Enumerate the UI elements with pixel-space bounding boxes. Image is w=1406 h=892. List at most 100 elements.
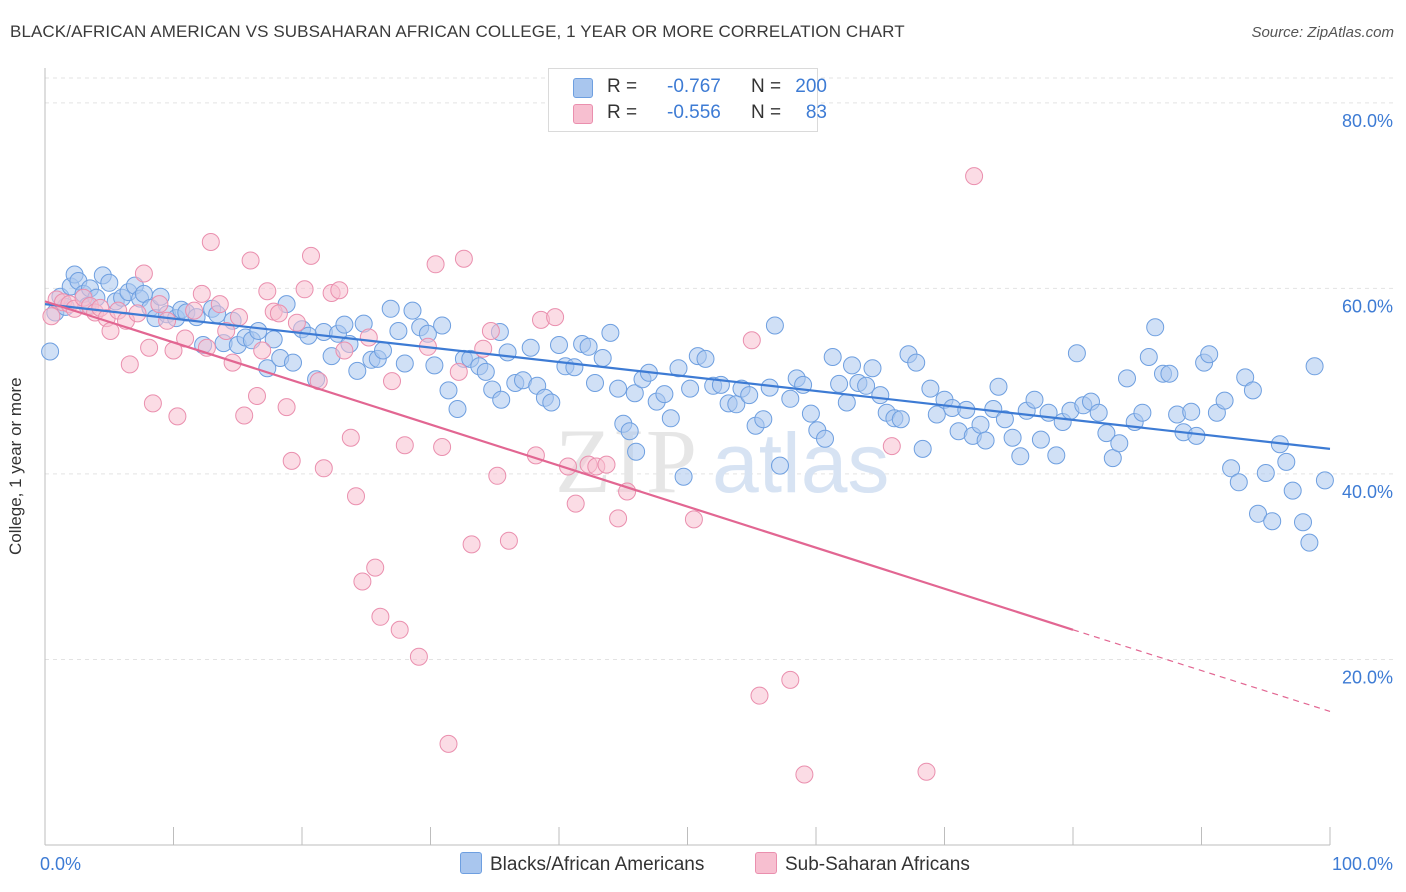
data-point xyxy=(625,384,644,403)
data-point xyxy=(481,322,500,340)
data-point xyxy=(1031,430,1050,449)
data-point xyxy=(403,301,422,320)
data-point xyxy=(347,487,365,506)
legend-n-label: N = xyxy=(751,102,782,123)
data-point xyxy=(995,410,1014,429)
data-point xyxy=(837,393,856,412)
data-point xyxy=(1139,348,1158,366)
data-point xyxy=(609,509,628,528)
data-point xyxy=(223,353,242,372)
data-point xyxy=(1283,481,1302,500)
data-point xyxy=(1229,473,1248,492)
legend-swatch-blacks xyxy=(573,78,593,98)
data-point xyxy=(781,670,800,689)
data-point xyxy=(550,336,568,354)
data-point xyxy=(696,349,715,368)
data-point xyxy=(1256,464,1275,482)
data-point xyxy=(609,379,628,398)
data-point xyxy=(927,405,946,424)
legend-r-value-subsaharan: -0.556 xyxy=(667,102,721,123)
data-point xyxy=(353,572,372,591)
data-point xyxy=(1222,459,1241,478)
data-point xyxy=(143,394,162,413)
data-point xyxy=(302,246,320,265)
data-point xyxy=(661,409,680,428)
data-point xyxy=(100,273,119,292)
data-point xyxy=(1047,446,1066,465)
data-point xyxy=(230,308,248,327)
data-point xyxy=(366,558,385,577)
data-point xyxy=(843,356,861,375)
bottom-legend-subsaharan: Sub-Saharan Africans xyxy=(755,852,970,876)
data-point xyxy=(389,322,408,340)
data-point xyxy=(597,455,616,474)
data-point xyxy=(816,429,834,448)
data-point xyxy=(284,353,302,372)
data-point xyxy=(374,341,392,360)
data-point xyxy=(1146,318,1165,337)
data-point xyxy=(409,647,428,666)
y-tick-label: 80.0% xyxy=(1342,111,1393,131)
data-point xyxy=(871,386,890,405)
data-point xyxy=(627,442,646,461)
data-point xyxy=(448,400,467,418)
data-point xyxy=(1294,513,1312,532)
data-point xyxy=(439,381,458,400)
data-point xyxy=(314,459,333,478)
data-point xyxy=(330,281,349,300)
data-point xyxy=(341,428,360,447)
data-point xyxy=(760,378,779,397)
data-point xyxy=(1067,344,1086,363)
y-tick-label: 40.0% xyxy=(1342,482,1393,502)
data-point xyxy=(823,348,842,366)
bottom-legend-label-subsaharan: Sub-Saharan Africans xyxy=(785,854,970,875)
data-point xyxy=(253,341,272,360)
y-tick-label: 60.0% xyxy=(1342,296,1393,316)
data-point xyxy=(395,436,414,455)
data-point xyxy=(201,233,220,251)
series-sub-saharan-africans xyxy=(42,167,984,784)
data-point xyxy=(921,379,940,398)
data-point xyxy=(335,341,354,360)
data-point xyxy=(965,167,984,186)
data-point xyxy=(120,355,139,374)
data-point xyxy=(492,390,511,409)
data-point xyxy=(1011,447,1030,466)
data-point xyxy=(1187,426,1206,445)
trendlines xyxy=(44,300,1331,712)
data-point xyxy=(1315,471,1334,490)
trend-line-extension xyxy=(1072,629,1331,712)
data-point xyxy=(1089,403,1108,422)
gridlines xyxy=(45,77,1395,660)
data-point xyxy=(863,359,882,378)
data-point xyxy=(593,349,612,367)
trend-line xyxy=(44,303,1331,450)
data-point xyxy=(681,379,700,398)
data-point xyxy=(891,410,910,429)
data-point xyxy=(134,264,153,283)
y-tick-label: 20.0% xyxy=(1342,667,1393,687)
data-point xyxy=(1249,504,1267,523)
data-point xyxy=(1300,533,1319,552)
data-point xyxy=(1263,512,1282,531)
data-point xyxy=(462,535,481,554)
legend-swatch-subsaharan xyxy=(573,104,593,124)
data-point xyxy=(498,343,517,362)
source-label: Source: ZipAtlas.com xyxy=(1251,24,1394,41)
data-point xyxy=(1182,402,1201,421)
data-point xyxy=(42,307,61,326)
data-point xyxy=(287,313,306,332)
data-point xyxy=(1160,364,1179,383)
bottom-legend-swatch-blacks xyxy=(460,852,482,874)
data-point xyxy=(771,456,789,475)
data-point xyxy=(601,323,620,342)
data-point xyxy=(674,467,693,486)
data-point xyxy=(957,400,976,419)
data-point xyxy=(192,284,211,303)
data-point xyxy=(1277,452,1296,471)
data-point xyxy=(566,494,585,513)
data-point xyxy=(295,280,314,299)
data-point xyxy=(1215,391,1234,410)
data-point xyxy=(282,451,301,470)
data-point xyxy=(542,393,561,412)
